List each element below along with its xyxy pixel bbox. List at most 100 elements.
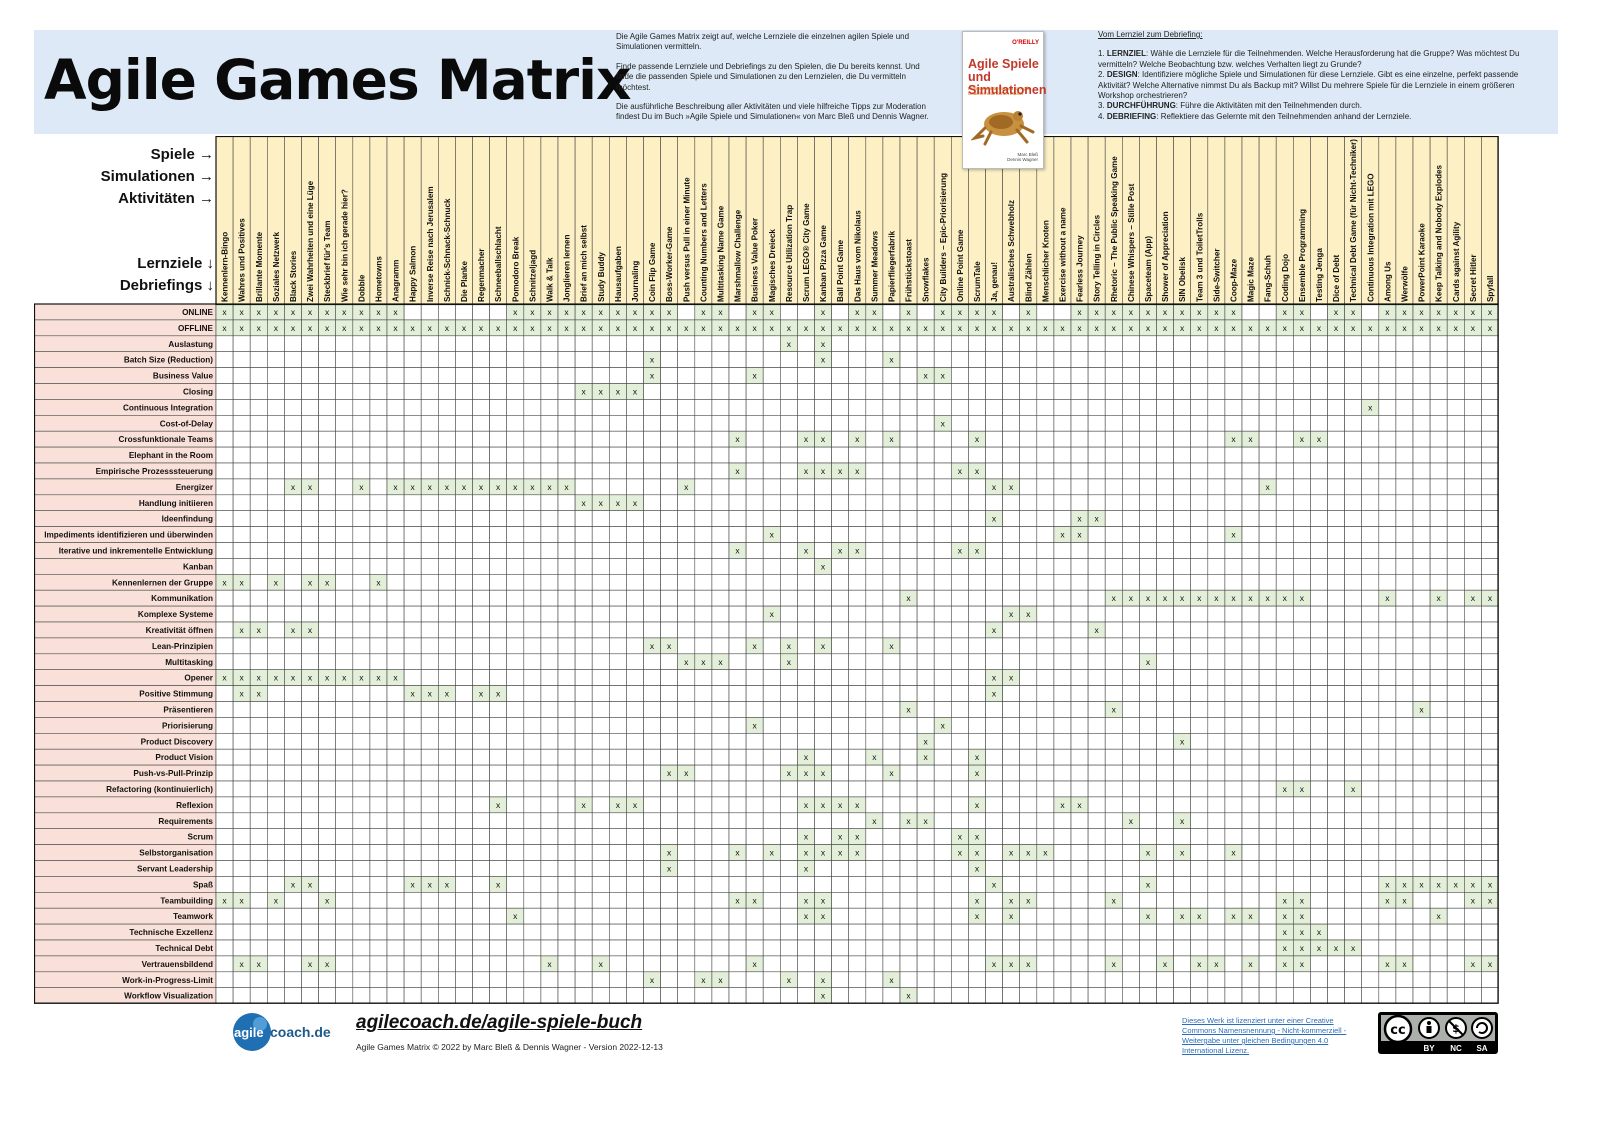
matrix-cell: [267, 335, 285, 353]
matrix-cell: [574, 573, 593, 591]
matrix-cell: [1293, 685, 1311, 702]
matrix-cell: [1429, 414, 1448, 432]
cell-mark: x: [975, 307, 980, 317]
matrix-cell: [950, 558, 969, 575]
matrix-cell: [643, 732, 661, 750]
matrix-cell: [1275, 812, 1294, 829]
license-link[interactable]: Dieses Werk ist lizenziert unter einer C…: [1182, 1016, 1347, 1055]
matrix-cell: [1053, 939, 1072, 957]
matrix-cell: [437, 637, 456, 655]
column-header-label: Story Telling in Circles: [1093, 214, 1102, 302]
matrix-cell: [1224, 669, 1243, 686]
matrix-cell: [267, 430, 285, 448]
matrix-cell: [916, 621, 935, 639]
matrix-cell: [762, 955, 781, 973]
matrix-cell: [1190, 796, 1209, 814]
matrix-cell: [1002, 796, 1020, 814]
cell-mark: x: [582, 386, 587, 396]
matrix-cell: [591, 669, 610, 686]
cell-mark: x: [1334, 307, 1339, 317]
matrix-cell: [1327, 414, 1345, 432]
matrix-cell: [1464, 446, 1482, 464]
matrix-cell: [1395, 446, 1414, 464]
matrix-cell: [814, 414, 832, 432]
cell-mark: x: [975, 911, 980, 921]
matrix-cell: [591, 621, 610, 639]
matrix-cell: [1122, 828, 1140, 845]
matrix-cell: [1327, 732, 1345, 750]
matrix-cell: [386, 685, 405, 702]
matrix-cell: [950, 637, 969, 655]
matrix-cell: [1327, 446, 1345, 464]
matrix-cell: [950, 891, 969, 909]
matrix-cell: [557, 860, 576, 877]
cell-mark: x: [1454, 879, 1459, 889]
matrix-cell: [1258, 383, 1277, 400]
cell-mark: x: [1197, 593, 1202, 603]
matrix-cell: [728, 860, 747, 877]
matrix-cell: [1378, 558, 1397, 575]
matrix-cell: [916, 987, 935, 1004]
matrix-cell: [369, 748, 388, 766]
matrix-cell: [420, 891, 439, 909]
matrix-cell: [232, 764, 251, 782]
matrix-cell: [1310, 494, 1328, 511]
matrix-cell: [1173, 860, 1191, 877]
matrix-cell: [455, 351, 473, 368]
matrix-cell: [267, 383, 285, 400]
matrix-cell: [1344, 860, 1362, 877]
matrix-cell: [1258, 923, 1277, 941]
matrix-cell: [968, 923, 986, 941]
matrix-cell: [660, 717, 678, 734]
matrix-cell: [506, 939, 525, 957]
column-header-label: Wie sehr bin ich gerade hier?: [340, 189, 349, 302]
matrix-cell: [985, 637, 1003, 655]
matrix-cell: [899, 923, 918, 941]
cell-mark: x: [701, 323, 706, 333]
cell-mark: x: [975, 848, 980, 858]
matrix-cell: [797, 876, 815, 893]
matrix-cell: [762, 923, 781, 941]
matrix-cell: [1258, 605, 1277, 623]
matrix-cell: [1053, 335, 1072, 353]
cell-mark: x: [1437, 307, 1442, 317]
matrix-cell: [540, 446, 559, 464]
matrix-cell: [1241, 446, 1260, 464]
matrix-cell: [386, 987, 405, 1004]
matrix-cell: [215, 701, 234, 718]
matrix-cell: [1344, 701, 1362, 718]
cell-mark: x: [342, 307, 347, 317]
matrix-cell: [1344, 876, 1362, 893]
matrix-cell: [1224, 796, 1243, 814]
matrix-cell: [437, 780, 456, 798]
matrix-cell: [1087, 478, 1106, 496]
matrix-cell: [335, 987, 354, 1004]
matrix-cell: [626, 462, 644, 480]
matrix-cell: [1464, 478, 1482, 496]
matrix-cell: [1310, 383, 1328, 400]
matrix-cell: [1224, 812, 1243, 829]
matrix-cell: [1464, 621, 1482, 639]
matrix-cell: [1481, 923, 1499, 941]
matrix-cell: [267, 478, 285, 496]
cell-mark: x: [1317, 434, 1322, 444]
cell-mark: x: [770, 307, 775, 317]
matrix-cell: [916, 542, 935, 559]
row-header-label: Empirische Prozesssteuerung: [96, 467, 213, 476]
matrix-cell: [249, 828, 268, 845]
matrix-cell: [215, 971, 234, 988]
matrix-cell: [1036, 558, 1055, 575]
matrix-cell: [608, 414, 627, 432]
cell-mark: x: [1283, 307, 1288, 317]
matrix-cell: [386, 971, 405, 988]
matrix-cell: [386, 764, 405, 782]
matrix-cell: [1446, 732, 1465, 750]
matrix-cell: [1361, 526, 1380, 543]
matrix-cell: [386, 589, 405, 607]
matrix-cell: [1395, 383, 1414, 400]
matrix-cell: [1139, 542, 1157, 559]
matrix-cell: [865, 669, 884, 686]
book-website-link[interactable]: agilecoach.de/agile-spiele-buch: [356, 1012, 643, 1033]
matrix-cell: [779, 748, 798, 766]
matrix-cell: [1395, 542, 1414, 559]
